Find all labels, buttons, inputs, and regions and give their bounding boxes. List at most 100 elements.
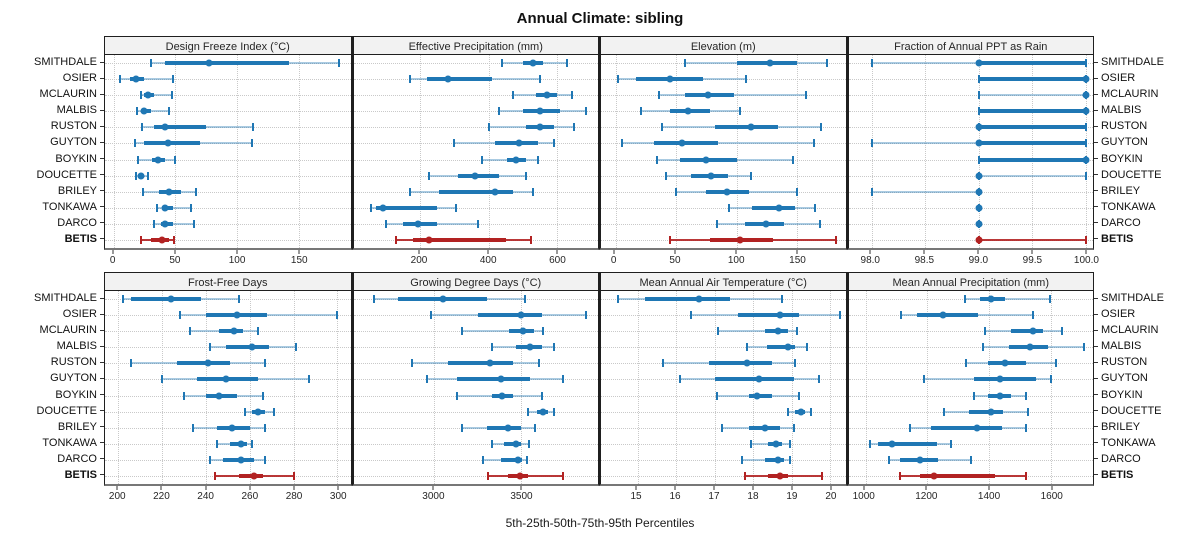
panel-box: Growing Degree Days (°C): [351, 272, 599, 486]
site-label-row: SMITHDALE: [0, 290, 104, 306]
horizontal-gridline: [601, 143, 846, 145]
median-dot: [414, 220, 422, 228]
vertical-gridline: [488, 55, 490, 248]
median-dot: [695, 295, 703, 303]
axis-tick-label: 1400: [977, 491, 1001, 502]
site-label: SMITHDALE: [34, 56, 97, 69]
whisker-cap-low: [909, 423, 912, 432]
panel-header: Frost-Free Days: [105, 273, 351, 291]
iqr-bar: [736, 61, 798, 66]
site-label: RUSTON: [50, 120, 97, 133]
plot-area: [353, 291, 598, 484]
horizontal-gridline: [105, 207, 351, 209]
site-label-row: TONKAWA: [1094, 435, 1200, 451]
iqr-bar: [177, 361, 230, 366]
whisker-cap-high: [336, 311, 339, 320]
panel-box: Elevation (m): [599, 36, 847, 250]
axis-tick-label: 98.5: [914, 255, 935, 266]
median-dot: [753, 392, 761, 400]
site-label-row: GUYTON: [1094, 370, 1200, 386]
median-dot: [539, 408, 547, 416]
horizontal-gridline: [105, 239, 351, 241]
panel-title: Effective Precipitation (mm): [408, 41, 543, 53]
panel: Frost-Free Days 200 220 240 260 280 300: [104, 272, 352, 508]
whisker-cap-high: [525, 171, 528, 180]
whisker-cap-high: [562, 471, 565, 480]
site-label-row: SMITHDALE: [0, 54, 104, 70]
whisker-cap-high: [190, 203, 193, 212]
horizontal-gridline: [353, 347, 598, 349]
median-dot: [761, 424, 769, 432]
site-labels-right: SMITHDALE OSIER MCLAURIN MALBIS RUSTON GUYTON…: [1094, 290, 1200, 483]
iqr-bar: [477, 313, 543, 318]
median-dot: [230, 327, 238, 335]
median-dot: [747, 123, 755, 131]
site-label: SMITHDALE: [1101, 292, 1164, 305]
median-dot: [975, 172, 983, 180]
whisker-cap-low: [965, 359, 968, 368]
site-label: DARCO: [57, 216, 97, 229]
vertical-gridline: [989, 291, 991, 484]
whisker-line: [964, 298, 1050, 301]
whisker-cap-high: [250, 139, 253, 148]
whisker-cap-high: [814, 203, 817, 212]
axis-tick-label: 50: [669, 255, 681, 266]
axis-tick: [298, 250, 300, 254]
horizontal-gridline: [353, 159, 598, 161]
axis-tick-label: 150: [290, 255, 308, 266]
horizontal-gridline: [848, 127, 1093, 129]
horizontal-gridline: [848, 395, 1093, 397]
whisker-cap-high: [552, 139, 555, 148]
site-labels-left: SMITHDALE OSIER MCLAURIN MALBIS RUSTON GUYTON…: [0, 54, 104, 247]
whisker-cap-high: [1084, 139, 1087, 148]
site-label: BOYKIN: [55, 152, 97, 165]
axis-tick: [977, 250, 979, 254]
plot-area: [848, 291, 1093, 484]
whisker-cap-low: [182, 391, 185, 400]
whisker-cap-low: [130, 359, 133, 368]
iqr-bar: [973, 377, 1036, 382]
row-tick: [1094, 190, 1098, 192]
whisker-cap-high: [794, 359, 797, 368]
median-dot: [702, 156, 710, 164]
x-axis: 200 220 240 260 280 300: [104, 486, 352, 508]
whisker-cap-high: [949, 439, 952, 448]
site-label: MALBIS: [56, 340, 97, 353]
row-tick: [100, 442, 104, 444]
x-axis: 0 50 100 150: [599, 250, 847, 272]
site-label-row: MCLAURIN: [0, 322, 104, 338]
whisker-cap-high: [1054, 359, 1057, 368]
horizontal-gridline: [353, 207, 598, 209]
vertical-gridline: [791, 291, 793, 484]
horizontal-gridline: [848, 175, 1093, 177]
whisker-cap-low: [139, 235, 142, 244]
vertical-gridline: [434, 291, 436, 484]
whisker-line: [718, 330, 798, 333]
whisker-cap-high: [796, 187, 799, 196]
horizontal-gridline: [105, 223, 351, 225]
horizontal-gridline: [601, 395, 846, 397]
horizontal-gridline: [353, 223, 598, 225]
whisker-cap-high: [562, 375, 565, 384]
whisker-cap-high: [780, 295, 783, 304]
site-label: MCLAURIN: [1101, 324, 1159, 337]
horizontal-gridline: [601, 411, 846, 413]
panel-header: Growing Degree Days (°C): [353, 273, 598, 291]
panel-group: Frost-Free Days 200 220 240 260 280 300 Growing…: [104, 272, 1094, 508]
x-axis: 200 400 600: [352, 250, 600, 272]
axis-tick: [863, 486, 865, 490]
site-label: MALBIS: [56, 104, 97, 117]
whisker-cap-low: [215, 439, 218, 448]
median-dot: [444, 75, 452, 83]
vertical-gridline: [293, 291, 295, 484]
whisker-cap-low: [133, 139, 136, 148]
median-dot: [132, 75, 140, 83]
horizontal-gridline: [353, 395, 598, 397]
median-dot: [526, 343, 534, 351]
plot-area: [105, 291, 351, 484]
site-label: TONKAWA: [42, 436, 97, 449]
site-label: GUYTON: [1101, 136, 1148, 149]
panel-title: Fraction of Annual PPT as Rain: [894, 41, 1048, 53]
row-tick: [1094, 377, 1098, 379]
whisker-cap-high: [750, 171, 753, 180]
